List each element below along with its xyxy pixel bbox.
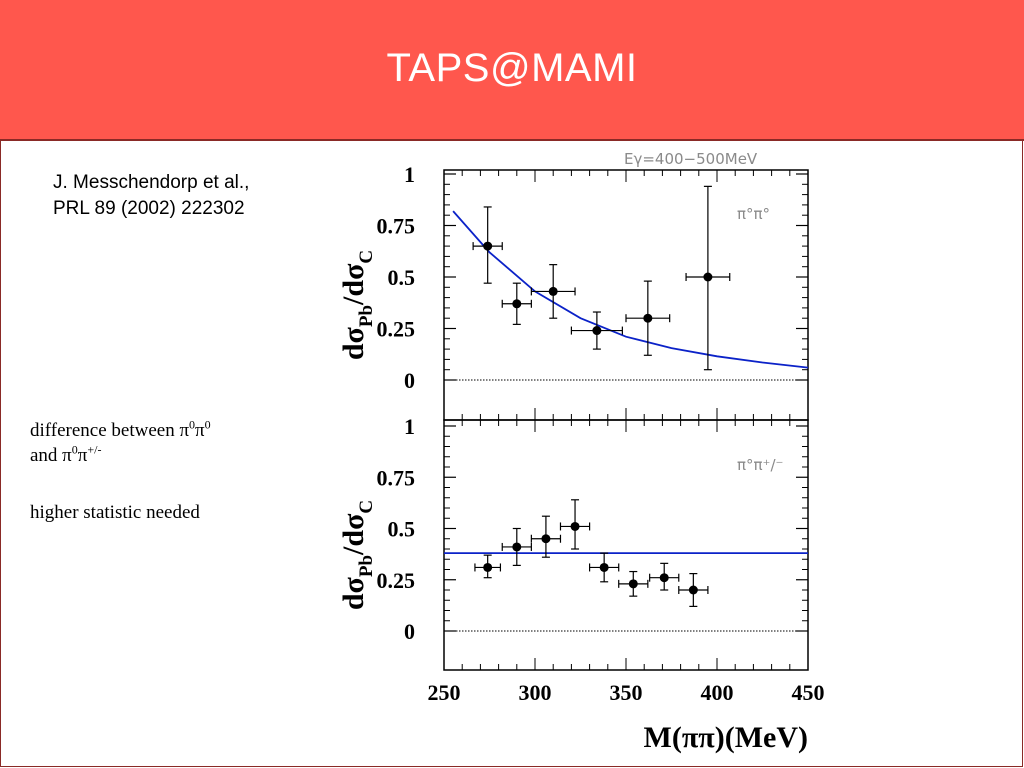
title-bar: TAPS@MAMI: [0, 0, 1024, 141]
x-tick-label: 350: [610, 680, 643, 705]
difference-note: difference between π0π0 and π0π+/-: [30, 418, 211, 468]
data-point: [588, 552, 620, 583]
difference-sup1: 0: [189, 417, 196, 432]
channel-label: π°π°: [737, 205, 770, 223]
and-line: and π0π+/-: [30, 443, 211, 468]
data-point: [530, 515, 562, 558]
data-marker: [512, 299, 522, 309]
data-marker: [483, 241, 493, 251]
difference-sup2: 0: [204, 417, 211, 432]
x-tick-label: 250: [428, 680, 461, 705]
difference-mid: π: [195, 420, 205, 441]
data-point: [618, 570, 649, 597]
data-marker: [643, 313, 653, 323]
data-point: [678, 572, 709, 608]
difference-prefix: difference between π: [30, 420, 190, 441]
slide-title: TAPS@MAMI: [386, 46, 638, 90]
y-axis-title: dσPb/dσC: [337, 250, 377, 360]
data-point: [501, 527, 532, 567]
y-tick-label: 0.75: [377, 214, 416, 239]
data-marker: [592, 326, 602, 336]
panel-bottom: 0 0.25 0.5 0.75 1 dσPb/dσC π°π⁺/⁻ 250 300 350 400 4…: [337, 414, 825, 754]
data-marker: [688, 585, 698, 595]
y-tick-label: 0.75: [377, 465, 416, 490]
data-point: [685, 185, 731, 371]
content-frame: [0, 141, 1023, 767]
data-point: [530, 264, 576, 319]
data-point: [559, 499, 591, 550]
data-point: [649, 562, 680, 591]
y-axis-title: dσPb/dσC: [337, 500, 377, 610]
data-marker: [548, 286, 558, 296]
data-marker: [599, 562, 609, 572]
reference-authors: J. Messchendorp et al.,: [53, 172, 250, 193]
x-tick-label: 400: [701, 680, 734, 705]
x-tick-label: 300: [519, 680, 552, 705]
y-tick-label: 0.5: [388, 265, 416, 290]
data-marker: [541, 534, 551, 544]
data-marker: [570, 521, 580, 531]
data-marker: [659, 573, 669, 583]
channel-label: π°π⁺/⁻: [737, 456, 783, 474]
data-marker: [628, 579, 638, 589]
y-tick-label: 0: [404, 619, 415, 644]
reference-journal: PRL 89 (2002) 222302: [53, 198, 245, 219]
y-tick-label: 0.25: [377, 568, 416, 593]
data-point: [570, 311, 623, 350]
data-point: [474, 554, 502, 579]
y-tick-label: 0: [404, 368, 415, 393]
and-sup2: +/-: [87, 442, 102, 457]
x-axis-title: M(ππ)(MeV): [644, 721, 808, 754]
data-marker: [483, 562, 493, 572]
data-point: [625, 280, 671, 356]
difference-line: difference between π0π0: [30, 418, 211, 443]
energy-label: Eγ=400−500MeV: [624, 150, 758, 168]
y-tick-label: 1: [404, 162, 415, 187]
and-sup1: 0: [71, 442, 78, 457]
data-point: [501, 282, 532, 325]
and-prefix: and π: [30, 445, 72, 466]
data-marker: [512, 542, 522, 552]
y-tick-label: 1: [404, 414, 415, 439]
fit-curve: [452, 210, 809, 369]
reference-citation: J. Messchendorp et al., PRL 89 (2002) 22…: [53, 170, 249, 222]
statistics-note: higher statistic needed: [30, 502, 200, 523]
data-marker: [703, 272, 713, 282]
data-point: [472, 206, 503, 284]
x-tick-label: 450: [792, 680, 825, 705]
y-tick-label: 0.25: [377, 317, 416, 342]
and-mid: π: [77, 445, 88, 466]
panel-top: 0 0.25 0.5 0.75 1 dσPb/dσC π°π° Eγ=400−500MeV: [337, 150, 809, 421]
y-tick-label: 0.5: [388, 517, 416, 542]
